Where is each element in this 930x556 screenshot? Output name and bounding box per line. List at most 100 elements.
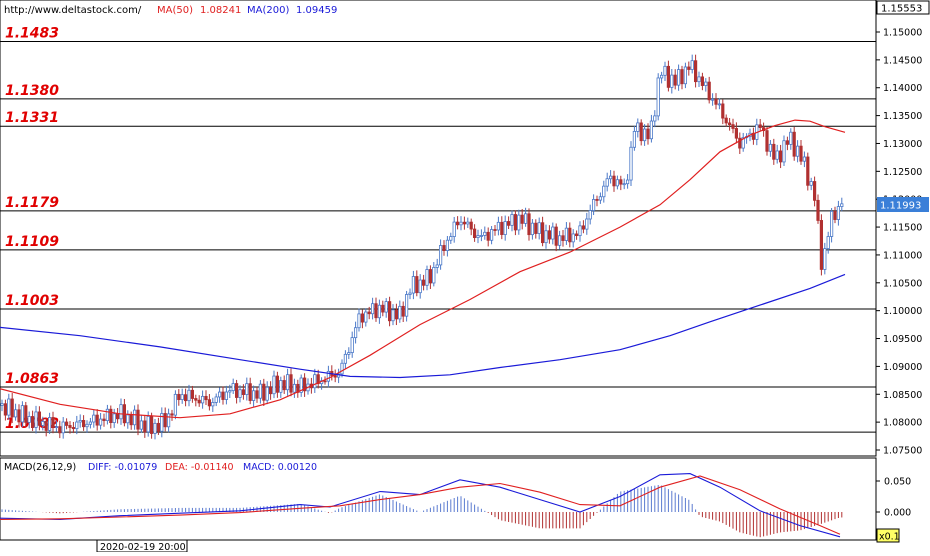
candle (394, 303, 399, 326)
candle (245, 377, 249, 401)
top-price-label: 1.15553 (881, 4, 922, 15)
candle (180, 388, 184, 404)
candle (602, 180, 606, 203)
candle (558, 230, 562, 250)
candle (486, 227, 490, 247)
candle (581, 220, 586, 234)
price-tick-label: 1.08000 (883, 418, 922, 429)
candle (109, 405, 113, 429)
candle (646, 123, 650, 145)
candle (34, 405, 38, 434)
candle (418, 274, 422, 299)
candle (65, 418, 69, 430)
candle (326, 365, 331, 388)
candle (564, 222, 569, 245)
candle (496, 216, 501, 236)
price-tick-label: 1.15000 (883, 28, 922, 39)
candle (643, 124, 647, 146)
candle (251, 385, 256, 407)
candle (139, 414, 143, 433)
candle (54, 420, 59, 432)
candle (268, 381, 273, 400)
candle (537, 217, 541, 240)
candle (173, 390, 177, 420)
candle (704, 78, 708, 92)
candle (731, 118, 735, 134)
candle (524, 207, 528, 227)
candle (255, 386, 259, 403)
candle (734, 122, 739, 144)
candle (48, 412, 52, 434)
price-tick-label: 1.10000 (883, 306, 922, 317)
candle (200, 390, 205, 409)
candle (806, 152, 810, 191)
top-price-box (876, 0, 930, 15)
candle (370, 297, 375, 320)
candle (765, 126, 769, 156)
ma200-value: 1.09459 (296, 5, 337, 16)
candle (568, 222, 572, 248)
candle (132, 405, 137, 430)
candle (493, 224, 497, 236)
candle (44, 418, 48, 437)
candle (136, 404, 140, 436)
candle (99, 412, 103, 430)
candle (738, 132, 742, 154)
candle (408, 288, 412, 300)
candle (571, 229, 575, 248)
current-price-label: 1.11993 (880, 201, 921, 212)
candle (690, 54, 694, 74)
time-label: 2020-02-19 20:00 (100, 542, 186, 552)
level-label-1: 1.1380 (5, 83, 59, 99)
candle (197, 395, 201, 407)
candle (836, 200, 841, 226)
current-price-box (877, 197, 929, 212)
candle (353, 321, 358, 344)
candle (714, 93, 718, 110)
candle (425, 265, 429, 291)
candle (119, 398, 123, 425)
candle (214, 393, 218, 407)
candle (163, 407, 167, 432)
candle (663, 61, 667, 81)
candle (830, 208, 834, 243)
candle (37, 406, 42, 431)
level-label-6: 1.0863 (5, 371, 59, 387)
candle (823, 242, 827, 275)
candle (292, 378, 297, 398)
price-axis: 1.15000 1.14500 1.14000 1.13500 1.13000 1.125… (876, 28, 922, 457)
candle (166, 408, 171, 433)
candle (302, 373, 307, 397)
candle (58, 420, 62, 439)
candle (13, 403, 18, 421)
candle (588, 204, 592, 225)
candle (160, 407, 164, 438)
candle (30, 410, 35, 431)
macd-scale-box[interactable] (876, 528, 900, 543)
price-candles (0, 54, 844, 440)
candle (194, 394, 198, 407)
candle (622, 178, 626, 190)
candle (88, 417, 92, 429)
candle (629, 141, 633, 186)
candle (241, 384, 245, 400)
candle (656, 73, 660, 121)
candle (826, 231, 830, 254)
candle (632, 125, 637, 151)
candle (190, 385, 194, 403)
candle (258, 380, 263, 404)
candle (428, 265, 433, 289)
source-url[interactable]: http://www.deltastock.com/ (4, 5, 142, 16)
macd-value-label: MACD: 0.00120 (243, 462, 317, 473)
candle (789, 128, 793, 150)
candle (796, 140, 800, 163)
candle (224, 385, 228, 405)
candle (265, 381, 269, 405)
candle (350, 331, 354, 358)
candle (78, 414, 82, 428)
macd-indicator (0, 473, 843, 538)
candle (609, 170, 613, 184)
candle (615, 175, 620, 190)
